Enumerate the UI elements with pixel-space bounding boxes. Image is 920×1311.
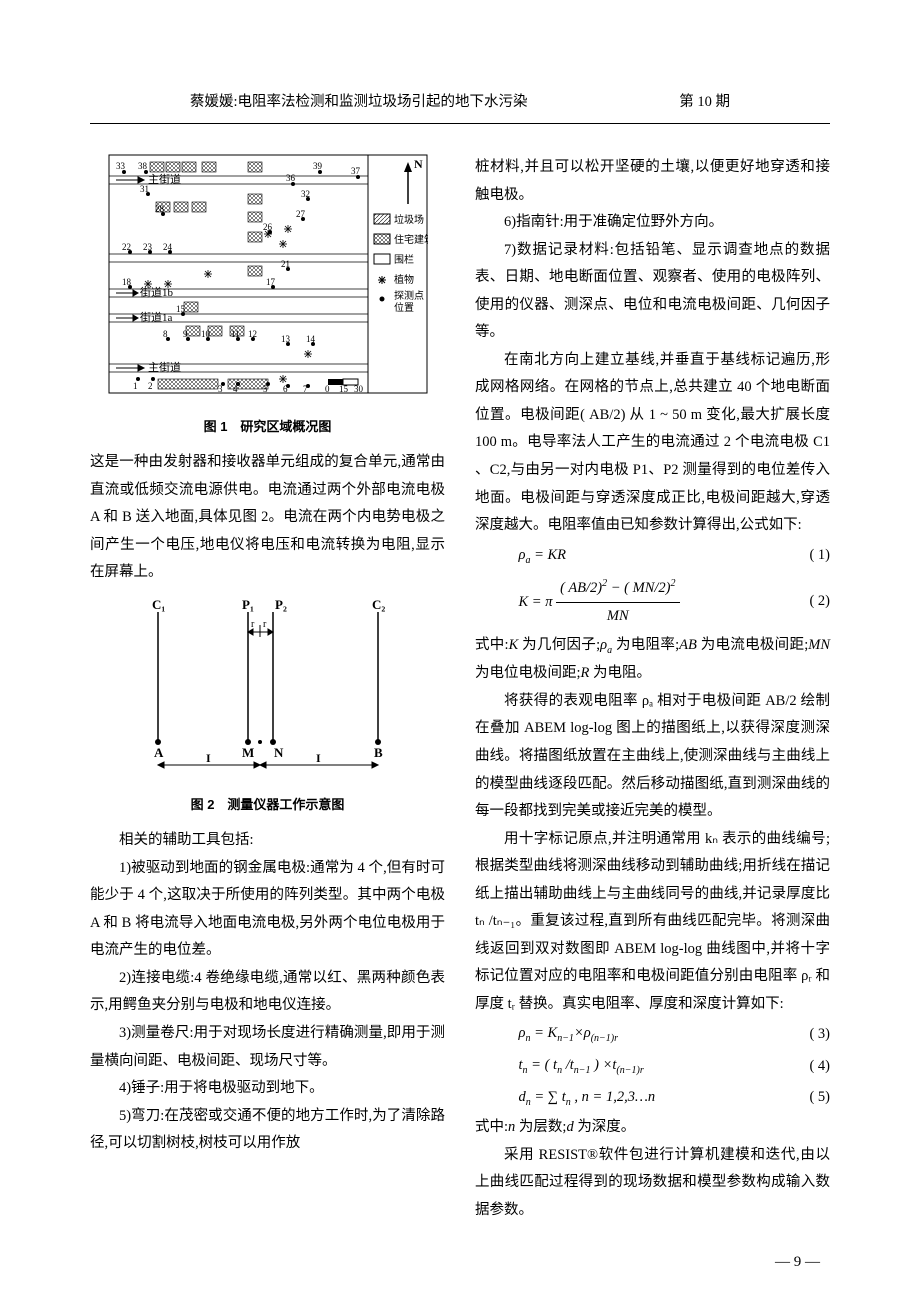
equation-1: ρa = KR ( 1) [475, 540, 830, 572]
left-i1: 1)被驱动到地面的钢金属电极:通常为 4 个,但有时可能少于 4 个,这取决于所… [90, 855, 445, 965]
right-i6: 6)指南针:用于准确定位野外方向。 [475, 209, 830, 237]
svg-text:22: 22 [122, 242, 131, 252]
fig1-street-1a: 街道1a [140, 310, 172, 324]
svg-text:2: 2 [148, 381, 153, 391]
svg-text:3: 3 [218, 384, 223, 394]
svg-text:I: I [206, 751, 211, 765]
svg-text:I: I [316, 751, 321, 765]
svg-text:13: 13 [281, 334, 291, 344]
fig2-caption: 图 2 测量仪器工作示意图 [90, 793, 445, 818]
svg-text:围栏: 围栏 [394, 253, 414, 266]
svg-text:位置: 位置 [394, 301, 414, 314]
left-i2: 2)连接电缆:4 卷绝缘电缆,通常以红、黑两种颜色表示,用鳄鱼夹分别与电极和地电… [90, 965, 445, 1020]
page-number: — 9 — [775, 1254, 820, 1270]
svg-text:7: 7 [303, 384, 308, 394]
page-footer: — 9 — [0, 1224, 920, 1271]
svg-text:10: 10 [201, 329, 211, 339]
svg-text:30: 30 [354, 384, 364, 394]
svg-text:M: M [242, 745, 254, 760]
svg-text:37: 37 [351, 166, 361, 176]
right-p5: 用十字标记原点,并注明通常用 kₙ 表示的曲线编号;根据类型曲线将测深曲线移动到… [475, 826, 830, 1019]
left-p1: 这是一种由发射器和接收器单元组成的复合单元,通常由直流或低频交流电源供电。电流通… [90, 449, 445, 587]
p6-prefix: 式中: [475, 1119, 508, 1135]
fig1-street-1b: 街道1b [140, 285, 173, 299]
svg-text:0: 0 [325, 384, 330, 394]
svg-text:12: 12 [248, 329, 257, 339]
svg-text:探测点: 探测点 [394, 289, 424, 302]
right-p4: 将获得的表观电阻率 ρₐ 相对于电极间距 AB/2 绘制在叠加 ABEM log… [475, 688, 830, 826]
svg-text:33: 33 [116, 161, 126, 171]
svg-text:27: 27 [296, 209, 306, 219]
left-p2: 相关的辅助工具包括: [90, 827, 445, 855]
svg-text:36: 36 [286, 173, 296, 183]
svg-text:11: 11 [231, 329, 240, 339]
right-p2: 在南北方向上建立基线,并垂直于基线标记遍历,形成网格网络。在网格的节点上,总共建… [475, 347, 830, 540]
figure-1: 主街道 主街道 街道1b 街道1a [108, 154, 428, 405]
equation-4: tn = ( tn /tn−1 ) ×t(n−1)r ( 4) [475, 1050, 830, 1082]
svg-text:P₂: P₂ [275, 597, 287, 612]
eq1-num: ( 1) [809, 542, 830, 570]
svg-text:21: 21 [281, 259, 290, 269]
fig1-street-bottom: 主街道 [148, 360, 181, 374]
svg-text:18: 18 [122, 277, 132, 287]
left-column: 主街道 主街道 街道1b 街道1a [90, 154, 445, 1224]
eq5-num: ( 5) [809, 1084, 830, 1112]
svg-text:1: 1 [133, 381, 138, 391]
svg-text:N: N [274, 745, 284, 760]
figure-2: C₁ P₁ P₂ C₂ r r A [128, 597, 408, 783]
svg-text:P₁: P₁ [242, 597, 254, 612]
svg-text:32: 32 [301, 189, 310, 199]
right-p6: 式中:n 为层数;d 为深度。 [475, 1114, 830, 1142]
eq3-num: ( 3) [809, 1021, 830, 1049]
svg-text:住宅建筑物: 住宅建筑物 [394, 233, 428, 246]
header-author-title: 蔡媛媛:电阻率法检测和监测垃圾场引起的地下水污染 [190, 90, 528, 111]
svg-text:28: 28 [155, 204, 165, 214]
svg-text:C₁: C₁ [152, 597, 165, 612]
right-i7: 7)数据记录材料:包括铅笔、显示调查地点的数据表、日期、地电断面位置、观察者、使… [475, 237, 830, 347]
left-i4: 4)锤子:用于将电极驱动到地下。 [90, 1075, 445, 1103]
svg-text:垃圾场: 垃圾场 [394, 213, 424, 226]
svg-text:r: r [263, 619, 267, 630]
fig1-caption: 图 1 研究区域概况图 [90, 415, 445, 440]
p3-prefix: 式中: [475, 637, 509, 653]
fig2-svg: C₁ P₁ P₂ C₂ r r A [128, 597, 408, 772]
header-issue: 第 10 期 [679, 90, 730, 111]
svg-text:r: r [251, 619, 255, 630]
svg-text:B: B [374, 745, 383, 760]
left-i5: 5)弯刀:在茂密或交通不便的地方工作时,为了清除路径,可以切割树枝,树枝可以用作… [90, 1103, 445, 1158]
svg-text:9: 9 [183, 329, 188, 339]
eq2-num: ( 2) [809, 588, 830, 616]
svg-text:4: 4 [233, 384, 238, 394]
eq4-num: ( 4) [809, 1053, 830, 1081]
svg-text:5: 5 [263, 384, 268, 394]
svg-text:8: 8 [163, 329, 168, 339]
svg-text:23: 23 [143, 242, 153, 252]
fig1-street-top: 主街道 [148, 172, 181, 186]
page-header: 蔡媛媛:电阻率法检测和监测垃圾场引起的地下水污染 第 10 期 [90, 90, 830, 124]
right-p1: 桩材料,并且可以松开坚硬的土壤,以便更好地穿透和接触电极。 [475, 154, 830, 209]
svg-text:A: A [154, 745, 164, 760]
equation-3: ρn = Kn−1×ρ(n−1)r ( 3) [475, 1018, 830, 1050]
left-i3: 3)测量卷尺:用于对现场长度进行精确测量,即用于测量横向间距、电极间距、现场尺寸… [90, 1020, 445, 1075]
equation-5: dn = ∑ tn , n = 1,2,3…n ( 5) [475, 1082, 830, 1114]
content-columns: 主街道 主街道 街道1b 街道1a [0, 154, 920, 1224]
svg-text:38: 38 [138, 161, 148, 171]
svg-text:17: 17 [266, 277, 276, 287]
svg-text:26: 26 [263, 222, 273, 232]
svg-text:15: 15 [339, 384, 349, 394]
svg-text:39: 39 [313, 161, 323, 171]
svg-text:15: 15 [176, 304, 186, 314]
svg-text:C₂: C₂ [372, 597, 385, 612]
svg-text:31: 31 [140, 184, 149, 194]
right-p3: 式中:K 为几何因子;ρa 为电阻率;AB 为电流电极间距;MN 为电位电极间距… [475, 632, 830, 687]
svg-text:N: N [414, 157, 423, 171]
svg-text:24: 24 [163, 242, 173, 252]
right-column: 桩材料,并且可以松开坚硬的土壤,以便更好地穿透和接触电极。 6)指南针:用于准确… [475, 154, 830, 1224]
svg-text:14: 14 [306, 334, 316, 344]
svg-text:6: 6 [283, 384, 288, 394]
svg-text:植物: 植物 [394, 273, 414, 286]
equation-2: K = π ( AB/2)2 − ( MN/2)2 MN ( 2) [475, 572, 830, 633]
fig1-svg: 主街道 主街道 街道1b 街道1a [108, 154, 428, 394]
right-p7: 采用 RESIST®软件包进行计算机建模和迭代,由以上曲线匹配过程得到的现场数据… [475, 1142, 830, 1225]
